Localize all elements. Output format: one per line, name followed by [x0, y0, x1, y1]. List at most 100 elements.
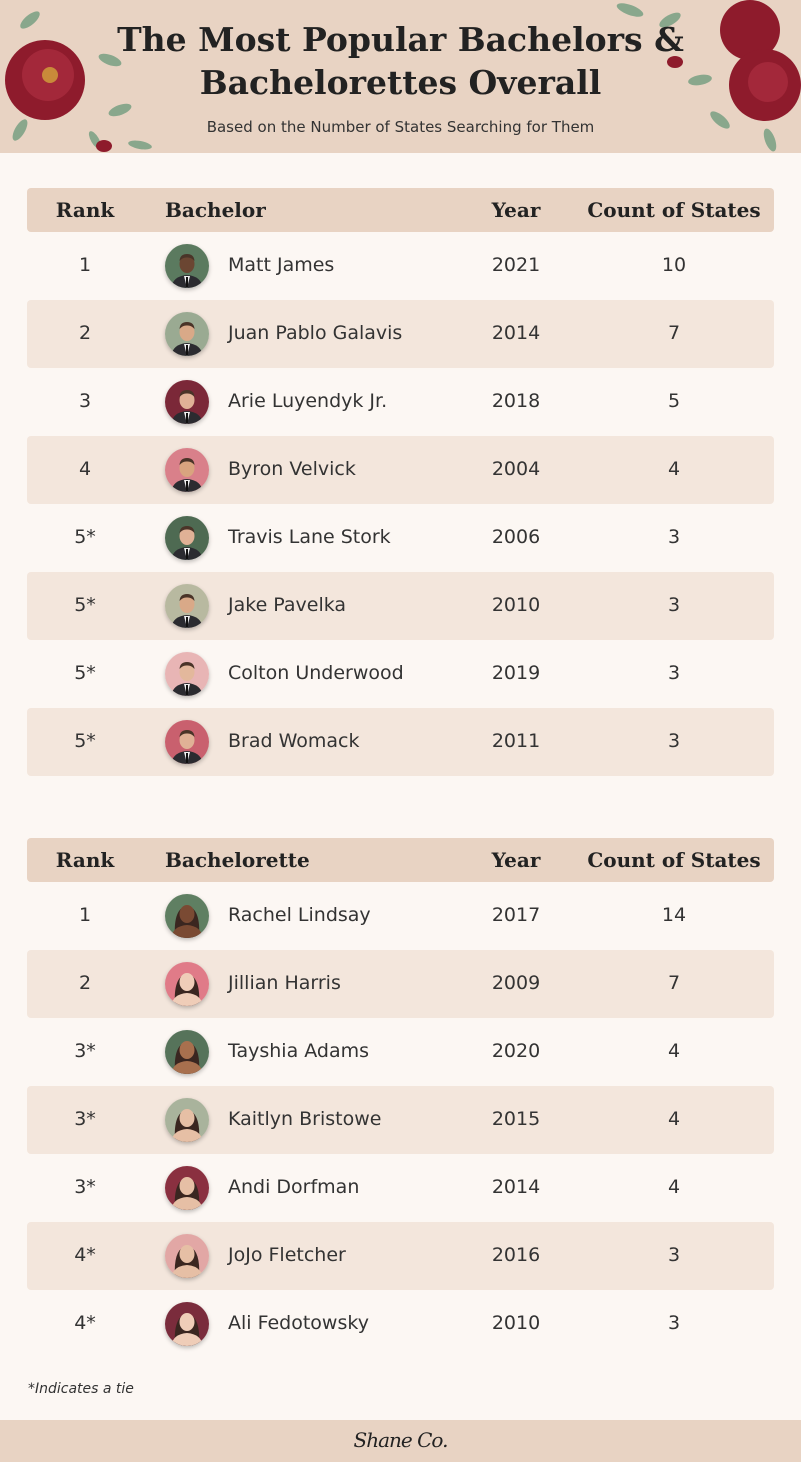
count-cell: 3: [667, 662, 681, 684]
page-title: The Most Popular Bachelors & Bachelorett…: [0, 18, 801, 104]
name-cell: Ali Fedotowsky: [228, 1312, 369, 1334]
table-row: 5* Colton Underwood 2019 3: [27, 640, 774, 708]
avatar-portrait-icon: [165, 244, 209, 288]
year-cell: 2006: [491, 526, 541, 548]
year-cell: 2015: [491, 1108, 541, 1130]
count-cell: 7: [667, 322, 681, 344]
title-line-1: The Most Popular Bachelors &: [117, 20, 684, 59]
table-row: 4* Ali Fedotowsky 2010 3: [27, 1290, 774, 1358]
year-cell: 2020: [491, 1040, 541, 1062]
rank-cell: 3*: [74, 1176, 96, 1198]
rank-cell: 5*: [74, 594, 96, 616]
year-cell: 2010: [491, 1312, 541, 1334]
table-row: 3* Tayshia Adams 2020 4: [27, 1018, 774, 1086]
footnote: *Indicates a tie: [28, 1381, 134, 1397]
avatar-portrait-icon: [165, 962, 209, 1006]
table-row: 3* Andi Dorfman 2014 4: [27, 1154, 774, 1222]
avatar-portrait-icon: [165, 1098, 209, 1142]
header-banner: The Most Popular Bachelors & Bachelorett…: [0, 0, 801, 153]
count-cell: 10: [661, 254, 687, 276]
rose-bouquet-left-icon: [5, 11, 152, 152]
year-cell: 2011: [491, 730, 541, 752]
column-header-count: Count of States: [587, 198, 761, 222]
rank-cell: 5*: [74, 730, 96, 752]
year-cell: 2010: [491, 594, 541, 616]
table-row: 5* Brad Womack 2011 3: [27, 708, 774, 776]
avatar-portrait-icon: [165, 1166, 209, 1210]
rank-cell: 4*: [74, 1312, 96, 1334]
table-row: 1 Rachel Lindsay 2017 14: [27, 882, 774, 950]
year-cell: 2018: [491, 390, 541, 412]
page-subtitle: Based on the Number of States Searching …: [206, 118, 595, 136]
name-cell: Jake Pavelka: [228, 594, 347, 616]
table-row: 4* JoJo Fletcher 2016 3: [27, 1222, 774, 1290]
count-cell: 4: [667, 1108, 681, 1130]
count-cell: 3: [667, 1312, 681, 1334]
year-cell: 2019: [491, 662, 541, 684]
name-cell: Brad Womack: [228, 730, 360, 752]
table-row: 2 Juan Pablo Galavis 2014 7: [27, 300, 774, 368]
table-row: 2 Jillian Harris 2009 7: [27, 950, 774, 1018]
name-cell: Tayshia Adams: [228, 1040, 370, 1062]
name-cell: Arie Luyendyk Jr.: [228, 390, 388, 412]
column-header-year: Year: [491, 848, 541, 872]
count-cell: 3: [667, 526, 681, 548]
table-row: 5* Travis Lane Stork 2006 3: [27, 504, 774, 572]
table-body: 1 Matt James 2021 10 2 Juan Pablo Galavis 2014…: [27, 232, 774, 776]
rank-cell: 3*: [74, 1040, 96, 1062]
avatar-portrait-icon: [165, 720, 209, 764]
name-cell: Andi Dorfman: [228, 1176, 360, 1198]
name-cell: Byron Velvick: [228, 458, 356, 480]
avatar-portrait-icon: [165, 1234, 209, 1278]
count-cell: 14: [661, 904, 687, 926]
column-header-rank: Rank: [55, 848, 115, 872]
name-cell: Jillian Harris: [228, 972, 341, 994]
rank-cell: 2: [78, 972, 92, 994]
name-cell: JoJo Fletcher: [228, 1244, 346, 1266]
avatar-portrait-icon: [165, 1030, 209, 1074]
year-cell: 2014: [491, 1176, 541, 1198]
rank-cell: 3: [78, 390, 92, 412]
title-line-2: Bachelorettes Overall: [199, 63, 602, 102]
rank-cell: 4: [78, 458, 92, 480]
year-cell: 2016: [491, 1244, 541, 1266]
year-cell: 2021: [491, 254, 541, 276]
avatar-portrait-icon: [165, 652, 209, 696]
year-cell: 2017: [491, 904, 541, 926]
rank-cell: 5*: [74, 526, 96, 548]
table-body: 1 Rachel Lindsay 2017 14 2 Jillian Harris 2009…: [27, 882, 774, 1358]
year-cell: 2009: [491, 972, 541, 994]
column-header-count: Count of States: [587, 848, 761, 872]
column-header-name: Bachelorette: [165, 848, 310, 872]
count-cell: 5: [667, 390, 681, 412]
rose-bouquet-right-icon: [616, 0, 801, 152]
name-cell: Matt James: [228, 254, 335, 276]
column-header-rank: Rank: [55, 198, 115, 222]
name-cell: Juan Pablo Galavis: [228, 322, 403, 344]
rank-cell: 4*: [74, 1244, 96, 1266]
table-row: 1 Matt James 2021 10: [27, 232, 774, 300]
column-header-year: Year: [491, 198, 541, 222]
name-cell: Colton Underwood: [228, 662, 404, 684]
avatar-portrait-icon: [165, 380, 209, 424]
rank-cell: 1: [78, 904, 92, 926]
name-cell: Travis Lane Stork: [228, 526, 391, 548]
column-header-name: Bachelor: [165, 198, 266, 222]
name-cell: Rachel Lindsay: [228, 904, 371, 926]
count-cell: 3: [667, 594, 681, 616]
year-cell: 2004: [491, 458, 541, 480]
year-cell: 2014: [491, 322, 541, 344]
avatar-portrait-icon: [165, 312, 209, 356]
count-cell: 4: [667, 1176, 681, 1198]
name-cell: Kaitlyn Bristowe: [228, 1108, 382, 1130]
count-cell: 3: [667, 1244, 681, 1266]
count-cell: 7: [667, 972, 681, 994]
table-row: 5* Jake Pavelka 2010 3: [27, 572, 774, 640]
avatar-portrait-icon: [165, 448, 209, 492]
avatar-portrait-icon: [165, 1302, 209, 1346]
table-header: Rank Bachelor Year Count of States: [27, 188, 774, 232]
rank-cell: 1: [78, 254, 92, 276]
avatar-portrait-icon: [165, 584, 209, 628]
count-cell: 4: [667, 1040, 681, 1062]
avatar-portrait-icon: [165, 516, 209, 560]
